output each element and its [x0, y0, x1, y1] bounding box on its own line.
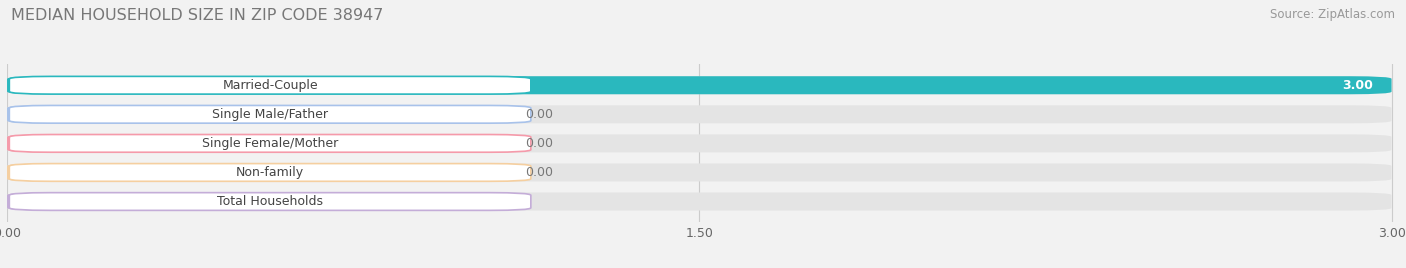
FancyBboxPatch shape — [7, 163, 506, 181]
FancyBboxPatch shape — [10, 135, 531, 152]
FancyBboxPatch shape — [7, 134, 1392, 152]
FancyBboxPatch shape — [7, 192, 515, 211]
FancyBboxPatch shape — [7, 163, 1392, 181]
Text: 0.00: 0.00 — [526, 108, 554, 121]
FancyBboxPatch shape — [10, 163, 531, 181]
Text: Source: ZipAtlas.com: Source: ZipAtlas.com — [1270, 8, 1395, 21]
FancyBboxPatch shape — [7, 105, 506, 123]
FancyBboxPatch shape — [7, 105, 1392, 123]
Text: Non-family: Non-family — [236, 166, 304, 179]
Text: 3.00: 3.00 — [1343, 79, 1374, 92]
FancyBboxPatch shape — [10, 193, 531, 210]
Text: Single Male/Father: Single Male/Father — [212, 108, 328, 121]
FancyBboxPatch shape — [7, 76, 1392, 94]
Text: Single Female/Mother: Single Female/Mother — [202, 137, 339, 150]
FancyBboxPatch shape — [10, 105, 531, 123]
FancyBboxPatch shape — [7, 192, 1392, 211]
Text: Married-Couple: Married-Couple — [222, 79, 318, 92]
FancyBboxPatch shape — [10, 76, 531, 94]
Text: 1.10: 1.10 — [465, 195, 496, 208]
Text: Total Households: Total Households — [217, 195, 323, 208]
FancyBboxPatch shape — [7, 134, 506, 152]
Text: 0.00: 0.00 — [526, 137, 554, 150]
Text: MEDIAN HOUSEHOLD SIZE IN ZIP CODE 38947: MEDIAN HOUSEHOLD SIZE IN ZIP CODE 38947 — [11, 8, 384, 23]
Text: 0.00: 0.00 — [526, 166, 554, 179]
FancyBboxPatch shape — [7, 76, 1392, 94]
